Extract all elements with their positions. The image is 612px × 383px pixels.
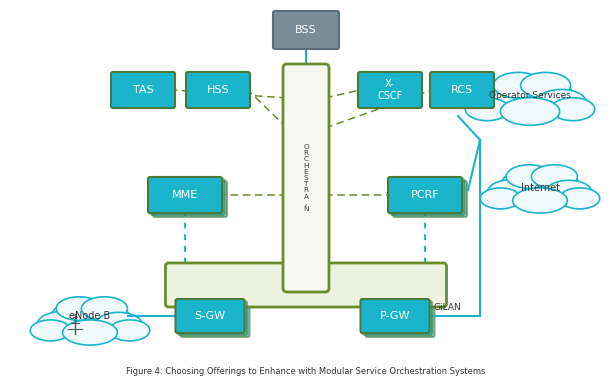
Ellipse shape — [50, 299, 130, 337]
FancyBboxPatch shape — [390, 179, 465, 215]
FancyBboxPatch shape — [393, 181, 467, 217]
Ellipse shape — [480, 188, 521, 209]
FancyBboxPatch shape — [363, 301, 432, 335]
FancyBboxPatch shape — [430, 72, 494, 108]
Text: HSS: HSS — [207, 85, 230, 95]
FancyBboxPatch shape — [365, 303, 435, 337]
Ellipse shape — [110, 320, 150, 341]
Ellipse shape — [473, 88, 528, 116]
Ellipse shape — [95, 313, 142, 336]
Ellipse shape — [487, 75, 573, 116]
FancyBboxPatch shape — [360, 299, 430, 333]
Ellipse shape — [81, 297, 127, 320]
FancyBboxPatch shape — [388, 177, 462, 213]
Text: RCS: RCS — [451, 85, 473, 95]
Ellipse shape — [546, 180, 592, 204]
Text: S-GW: S-GW — [195, 311, 226, 321]
Text: O
R
C
H
E
S
T
R
A
,
N: O R C H E S T R A , N — [303, 144, 309, 212]
Ellipse shape — [501, 98, 559, 125]
Text: Operator Services: Operator Services — [489, 92, 571, 100]
FancyBboxPatch shape — [283, 64, 329, 292]
Ellipse shape — [487, 180, 538, 205]
Text: Internet: Internet — [520, 183, 559, 193]
FancyBboxPatch shape — [176, 299, 245, 333]
Text: eNode B: eNode B — [69, 311, 111, 321]
FancyBboxPatch shape — [148, 177, 222, 213]
Ellipse shape — [536, 89, 586, 115]
Ellipse shape — [559, 188, 600, 209]
Ellipse shape — [62, 320, 118, 345]
FancyBboxPatch shape — [165, 263, 447, 307]
Ellipse shape — [513, 188, 567, 213]
Ellipse shape — [493, 72, 543, 98]
FancyBboxPatch shape — [178, 301, 247, 335]
FancyBboxPatch shape — [273, 11, 339, 49]
Text: MME: MME — [172, 190, 198, 200]
Text: GiLAN: GiLAN — [433, 303, 461, 313]
Text: P-GW: P-GW — [380, 311, 410, 321]
Ellipse shape — [521, 72, 570, 98]
Text: X-
CSCF: X- CSCF — [378, 79, 403, 101]
Ellipse shape — [501, 167, 580, 205]
FancyBboxPatch shape — [111, 72, 175, 108]
FancyBboxPatch shape — [181, 303, 250, 337]
Text: PCRF: PCRF — [411, 190, 439, 200]
Text: SDN: SDN — [293, 278, 319, 291]
Text: Figure 4: Choosing Offerings to Enhance with Modular Service Orchestration Syste: Figure 4: Choosing Offerings to Enhance … — [126, 368, 486, 376]
Ellipse shape — [37, 311, 88, 337]
Ellipse shape — [506, 165, 552, 188]
Ellipse shape — [465, 98, 509, 121]
Text: BSS: BSS — [295, 25, 317, 35]
Ellipse shape — [531, 165, 578, 188]
FancyBboxPatch shape — [186, 72, 250, 108]
Text: TAS: TAS — [133, 85, 154, 95]
FancyBboxPatch shape — [358, 72, 422, 108]
FancyBboxPatch shape — [151, 179, 225, 215]
Ellipse shape — [551, 98, 595, 121]
Ellipse shape — [56, 297, 102, 320]
Ellipse shape — [30, 320, 70, 341]
FancyBboxPatch shape — [153, 181, 227, 217]
